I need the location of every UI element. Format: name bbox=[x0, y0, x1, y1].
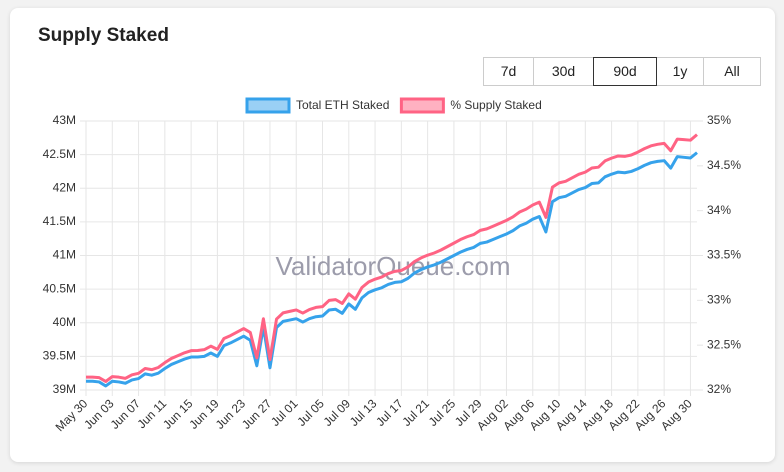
x-tick-label: May 30 bbox=[53, 396, 91, 434]
y2-tick-label: 33% bbox=[707, 293, 731, 307]
y2-tick-label: 32.5% bbox=[707, 337, 741, 351]
y-tick-label: 41.5M bbox=[43, 214, 76, 228]
y-tick-label: 42M bbox=[53, 180, 76, 194]
range-button[interactable]: 7d bbox=[483, 57, 534, 86]
x-tick-label: Jul 13 bbox=[347, 396, 380, 429]
legend-swatch bbox=[245, 97, 291, 114]
legend-swatch bbox=[399, 97, 445, 114]
y2-tick-label: 34.5% bbox=[707, 158, 741, 172]
x-tick-label: Jul 21 bbox=[399, 396, 432, 429]
x-tick-label: Jul 25 bbox=[426, 396, 459, 429]
card-title: Supply Staked bbox=[38, 25, 169, 46]
y2-tick-label: 34% bbox=[707, 203, 731, 217]
y2-tick-label: 32% bbox=[707, 382, 731, 396]
x-tick-label: Jun 27 bbox=[239, 396, 275, 432]
y-tick-label: 43M bbox=[53, 113, 76, 127]
y2-tick-label: 33.5% bbox=[707, 248, 741, 262]
y-tick-label: 39.5M bbox=[43, 349, 76, 363]
y-tick-label: 40.5M bbox=[43, 281, 76, 295]
x-tick-label: Jun 07 bbox=[108, 396, 144, 432]
range-button[interactable]: 90d bbox=[593, 57, 657, 86]
y2-tick-label: 35% bbox=[707, 113, 731, 127]
range-button[interactable]: All bbox=[703, 57, 761, 86]
watermark: ValidatorQueue.com bbox=[275, 251, 510, 281]
y-tick-label: 40M bbox=[53, 315, 76, 329]
card: Supply Staked 7d 30d 90d 1y All bbox=[10, 8, 775, 462]
x-tick-label: Jul 17 bbox=[373, 396, 406, 429]
y-tick-label: 42.5M bbox=[43, 147, 76, 161]
series-line bbox=[85, 133, 698, 383]
y-tick-label: 41M bbox=[53, 248, 76, 262]
range-button[interactable]: 30d bbox=[533, 57, 594, 86]
x-tick-label: Jul 09 bbox=[321, 396, 354, 429]
legend-label: % Supply Staked bbox=[450, 98, 541, 112]
legend-label: Total ETH Staked bbox=[296, 98, 389, 112]
range-buttons: 7d 30d 90d 1y All bbox=[483, 57, 761, 86]
x-tick-label: Jul 01 bbox=[268, 396, 301, 429]
series-line bbox=[86, 151, 698, 388]
y-tick-label: 39M bbox=[53, 382, 76, 396]
x-tick-label: Jul 05 bbox=[294, 396, 327, 429]
